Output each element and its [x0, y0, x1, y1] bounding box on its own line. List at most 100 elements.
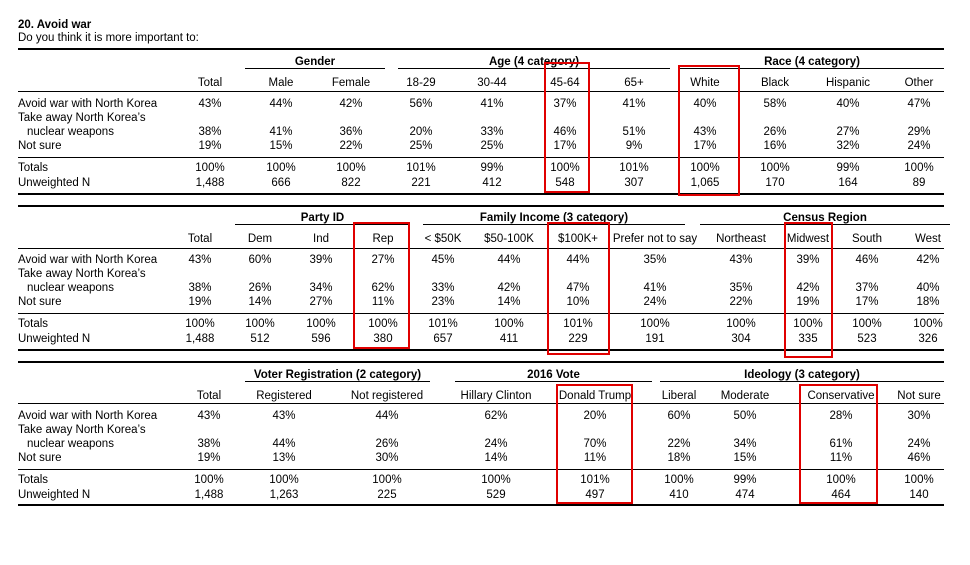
table-cell: 41%	[594, 98, 674, 111]
table-cell: 30%	[879, 410, 959, 423]
table-cell: 24%	[879, 438, 959, 451]
table-cell: 100%	[735, 162, 815, 175]
table-cell: 15%	[705, 452, 785, 465]
table-cell: 100%	[244, 474, 324, 487]
highlight-box	[784, 222, 833, 358]
table-cell: 1,263	[244, 489, 324, 502]
row-label: Totals	[18, 318, 48, 331]
row-label: Totals	[18, 474, 48, 487]
table-cell: 58%	[735, 98, 815, 111]
row-label: Avoid war with North Korea	[18, 254, 157, 267]
row-label: Unweighted N	[18, 333, 90, 346]
table-cell: 24%	[615, 296, 695, 309]
group-header: Gender	[245, 56, 385, 69]
group-header: Age (4 category)	[398, 56, 670, 69]
table-cell: 13%	[244, 452, 324, 465]
table-cell: 43%	[244, 410, 324, 423]
table-cell: 26%	[735, 126, 815, 139]
table-cell: 170	[735, 177, 815, 190]
group-header: 2016 Vote	[455, 369, 652, 382]
table-cell: 32%	[808, 140, 888, 153]
column-header: West	[868, 233, 970, 246]
row-label: Take away North Korea’s	[18, 268, 146, 281]
table-cell: 42%	[469, 282, 549, 295]
table-cell: 22%	[311, 140, 391, 153]
table-cell: 25%	[381, 140, 461, 153]
table-cell: 9%	[594, 140, 674, 153]
table-cell: 326	[888, 333, 968, 346]
column-header: Not registered	[327, 390, 447, 403]
table-cell: 140	[879, 489, 959, 502]
highlight-box	[678, 65, 740, 196]
table-cell: 100%	[169, 474, 249, 487]
highlight-box	[544, 62, 590, 193]
table-cell: 100%	[615, 318, 695, 331]
highlight-box	[547, 222, 610, 355]
table-cell: 36%	[311, 126, 391, 139]
table-cell: 27%	[808, 126, 888, 139]
table-cell: 51%	[594, 126, 674, 139]
table-cell: 14%	[469, 296, 549, 309]
row-label: nuclear weapons	[27, 126, 114, 139]
table-cell: 100%	[888, 318, 968, 331]
row-label: nuclear weapons	[27, 282, 114, 295]
table-cell: 100%	[879, 474, 959, 487]
table-cell: 43%	[170, 98, 250, 111]
row-label: Totals	[18, 162, 48, 175]
column-header: Other	[859, 77, 970, 90]
table-cell: 225	[347, 489, 427, 502]
table-cell: 44%	[241, 98, 321, 111]
table-cell: 164	[808, 177, 888, 190]
question-text: Do you think it is more important to:	[18, 32, 199, 45]
table-cell: 47%	[879, 98, 959, 111]
table-cell: 412	[452, 177, 532, 190]
highlight-box	[799, 384, 878, 504]
table-cell: 24%	[879, 140, 959, 153]
table-cell: 99%	[705, 474, 785, 487]
table-top-rule	[18, 48, 944, 50]
table-cell: 18%	[888, 296, 968, 309]
table-cell: 56%	[381, 98, 461, 111]
table-cell: 25%	[452, 140, 532, 153]
table-cell: 221	[381, 177, 461, 190]
table-cell: 89	[879, 177, 959, 190]
table-cell: 99%	[808, 162, 888, 175]
table-cell: 34%	[705, 438, 785, 451]
table-cell: 100%	[456, 474, 536, 487]
highlight-box	[353, 222, 410, 349]
row-label: Not sure	[18, 140, 61, 153]
table-cell: 41%	[615, 282, 695, 295]
table-cell: 100%	[347, 474, 427, 487]
row-label: Unweighted N	[18, 177, 90, 190]
row-label: Take away North Korea’s	[18, 112, 146, 125]
table-cell: 100%	[241, 162, 321, 175]
table-cell: 38%	[169, 438, 249, 451]
table-top-rule	[18, 361, 944, 363]
table-cell: 99%	[452, 162, 532, 175]
table-cell: 100%	[311, 162, 391, 175]
table-cell: 666	[241, 177, 321, 190]
table-cell: 44%	[347, 410, 427, 423]
table-cell: 42%	[311, 98, 391, 111]
table-cell: 1,488	[170, 177, 250, 190]
group-header: Voter Registration (2 category)	[245, 369, 430, 382]
table-cell: 16%	[735, 140, 815, 153]
table-cell: 411	[469, 333, 549, 346]
table-cell: 191	[615, 333, 695, 346]
table-cell: 1,488	[169, 489, 249, 502]
table-bottom-rule	[18, 504, 944, 506]
table-cell: 19%	[170, 140, 250, 153]
highlight-box	[556, 384, 633, 504]
table-bottom-rule	[18, 193, 944, 195]
header-rule	[18, 91, 944, 92]
table-cell: 100%	[879, 162, 959, 175]
table-cell: 529	[456, 489, 536, 502]
table-cell: 19%	[169, 452, 249, 465]
table-cell: 42%	[888, 254, 968, 267]
question-title: 20. Avoid war	[18, 19, 91, 32]
table-cell: 44%	[469, 254, 549, 267]
table-cell: 29%	[879, 126, 959, 139]
table-cell: 33%	[452, 126, 532, 139]
table-cell: 100%	[170, 162, 250, 175]
